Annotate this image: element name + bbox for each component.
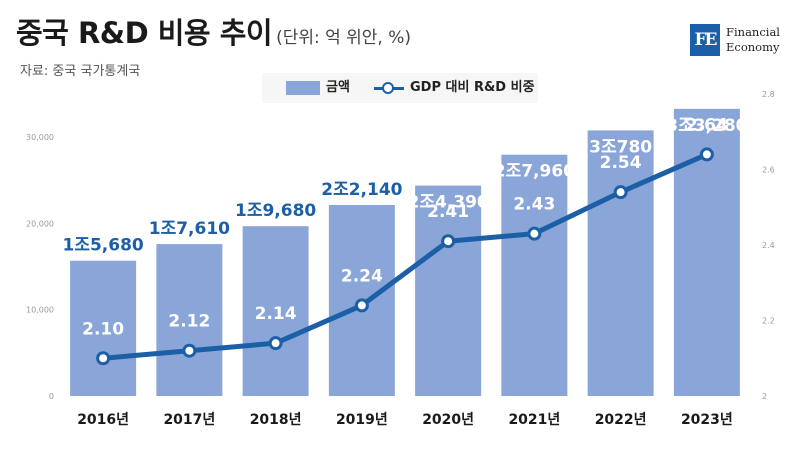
legend-line-marker xyxy=(382,82,394,94)
line-point xyxy=(699,147,714,162)
legend-bar-label: 금액 xyxy=(326,80,350,95)
bar xyxy=(156,244,223,396)
bar-value-label: 2조7,960 xyxy=(494,162,575,182)
line-value-label: 2.41 xyxy=(427,202,469,222)
legend-line-label: GDP 대비 R&D 비중 xyxy=(410,80,535,95)
line-value-label: 2.10 xyxy=(82,319,124,339)
legend: 금액 GDP 대비 R&D 비중 xyxy=(262,73,538,103)
line-point xyxy=(613,185,628,200)
source-note: 자료: 중국 국가통계국 xyxy=(20,64,141,79)
unit-label: (단위: 억 위안, %) xyxy=(276,28,412,48)
x-tick-label: 2016년 xyxy=(77,412,129,428)
bar-value-label: 2조2,140 xyxy=(321,180,402,200)
chart-title: 중국 R&D 비용 추이 xyxy=(16,16,273,50)
bar-value-label: 2조4,390 xyxy=(408,193,489,213)
y-right-tick-label: 2.4 xyxy=(762,241,775,250)
x-tick-label: 2020년 xyxy=(422,412,474,428)
bar-value-label: 1조9,680 xyxy=(235,201,316,221)
y-right-tick-label: 2 xyxy=(762,392,767,401)
line-value-label: 2.14 xyxy=(255,304,297,324)
line-point xyxy=(441,234,456,249)
y-left-tick-label: 0 xyxy=(49,392,54,401)
bar-value-label: 3조3,280 xyxy=(666,116,747,136)
bar xyxy=(242,226,309,396)
x-tick-label: 2022년 xyxy=(595,412,647,428)
title-row: 중국 R&D 비용 추이 (단위: 억 위안, %) xyxy=(16,10,411,52)
line-value-label: 2.43 xyxy=(513,195,555,215)
logo-mark: FE xyxy=(690,24,720,56)
line-value-label: 2.24 xyxy=(341,266,383,286)
line-point xyxy=(96,351,111,366)
bar xyxy=(70,260,137,396)
line-point xyxy=(182,343,197,358)
logo-line-1: Financial xyxy=(726,25,780,39)
x-tick-label: 2019년 xyxy=(336,412,388,428)
x-tick-label: 2018년 xyxy=(250,412,302,428)
y-right-tick-label: 2.8 xyxy=(762,90,775,99)
line-value-label: 2.12 xyxy=(168,312,210,332)
line-value-label: 2.64 xyxy=(686,115,728,135)
line-series xyxy=(100,151,710,361)
x-tick-label: 2021년 xyxy=(508,412,560,428)
bar-value-label: 1조7,610 xyxy=(149,219,230,239)
line-value-label: 2.54 xyxy=(600,153,642,173)
logo-text: Financial Economy xyxy=(726,25,780,55)
y-right-tick-label: 2.6 xyxy=(762,166,775,175)
line-point xyxy=(268,336,283,351)
line-point xyxy=(354,298,369,313)
x-tick-label: 2023년 xyxy=(681,412,733,428)
bar xyxy=(415,185,482,396)
bar xyxy=(501,154,568,396)
brand-logo: FE Financial Economy xyxy=(690,24,790,60)
bar xyxy=(587,130,654,396)
y-left-tick-label: 10,000 xyxy=(26,306,54,315)
y-left-tick-label: 20,000 xyxy=(26,219,54,228)
bar-value-label: 1조5,680 xyxy=(63,236,144,256)
x-tick-label: 2017년 xyxy=(163,412,215,428)
legend-bar-swatch xyxy=(286,81,320,95)
bar-value-label: 3조780 xyxy=(589,137,652,157)
logo-line-2: Economy xyxy=(726,40,780,54)
line-point xyxy=(527,226,542,241)
y-right-tick-label: 2.2 xyxy=(762,317,775,326)
y-left-tick-label: 30,000 xyxy=(26,133,54,142)
